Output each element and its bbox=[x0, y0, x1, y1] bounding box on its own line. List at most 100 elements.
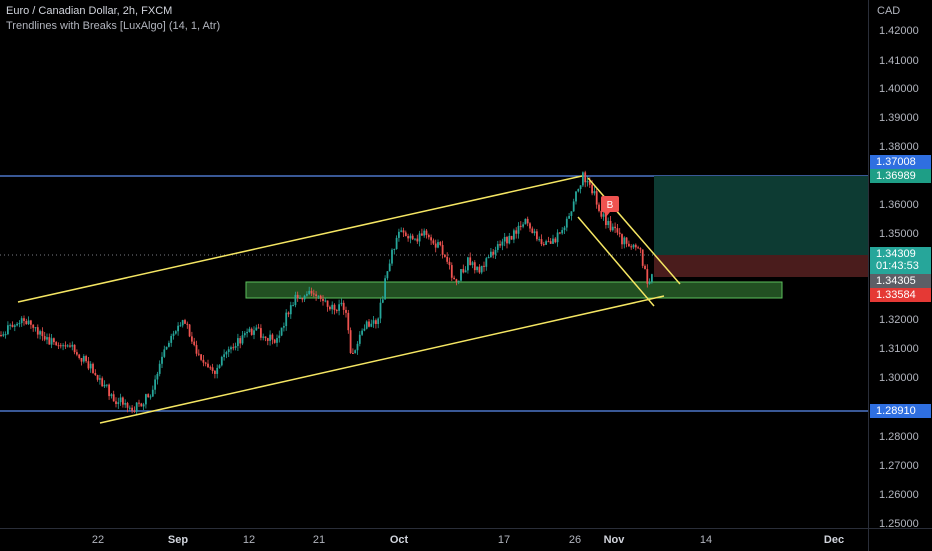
candle-body bbox=[425, 230, 428, 235]
candle-body bbox=[9, 324, 12, 326]
candle-body bbox=[377, 318, 380, 325]
candle-body bbox=[628, 243, 630, 247]
candle-body bbox=[480, 265, 483, 273]
target-zone[interactable] bbox=[654, 176, 868, 255]
candle-body bbox=[432, 240, 435, 244]
candle-body bbox=[276, 338, 278, 343]
candle-body bbox=[554, 238, 557, 243]
price-axis[interactable]: CAD 1.42000 1.41000 1.40000 1.39000 1.38… bbox=[868, 0, 932, 530]
candle-body bbox=[181, 320, 184, 326]
candle-body bbox=[414, 238, 416, 240]
entry-price-label: 1.34305 bbox=[870, 274, 931, 288]
candle-body bbox=[241, 335, 244, 344]
candle-body bbox=[363, 328, 366, 331]
candle-body bbox=[522, 224, 524, 227]
candle-body bbox=[301, 297, 304, 300]
candle-body bbox=[18, 323, 21, 325]
candle-body bbox=[188, 324, 191, 337]
candle-body bbox=[312, 293, 315, 295]
candle-body bbox=[172, 333, 175, 336]
candle-body bbox=[577, 189, 580, 192]
candle-body bbox=[262, 336, 265, 338]
candle-body bbox=[25, 320, 28, 325]
candle-body bbox=[372, 320, 375, 324]
candle-body bbox=[112, 394, 115, 402]
candle-body bbox=[11, 324, 14, 327]
candle-body bbox=[156, 373, 159, 380]
candle-body bbox=[441, 245, 444, 255]
price-tick: 1.25000 bbox=[879, 518, 919, 530]
candle-body bbox=[565, 218, 568, 228]
demand-zone[interactable] bbox=[245, 281, 783, 299]
candle-body bbox=[207, 363, 209, 368]
candle-body bbox=[430, 237, 432, 241]
candle-body bbox=[161, 356, 163, 364]
candle-body bbox=[41, 331, 44, 337]
symbol-legend[interactable]: Euro / Canadian Dollar, 2h, FXCM bbox=[6, 5, 173, 17]
candle-body bbox=[96, 375, 99, 380]
indicator-legend[interactable]: Trendlines with Breaks [LuxAlgo] (14, 1,… bbox=[6, 20, 221, 32]
candle-body bbox=[563, 227, 566, 231]
candle-body bbox=[234, 346, 237, 348]
candle-body bbox=[595, 191, 598, 205]
candle-body bbox=[243, 333, 246, 336]
candle-body bbox=[329, 306, 331, 310]
break-marker-label: B bbox=[607, 200, 614, 211]
axis-corner bbox=[868, 528, 932, 551]
candle-body bbox=[214, 370, 216, 374]
candle-body bbox=[294, 294, 297, 306]
candle-body bbox=[331, 304, 334, 310]
price-tick: 1.35000 bbox=[879, 228, 919, 240]
candle-body bbox=[333, 304, 336, 311]
candle-body bbox=[621, 234, 623, 245]
candle-body bbox=[582, 172, 584, 186]
candle-body bbox=[211, 367, 214, 371]
break-marker[interactable]: B bbox=[601, 196, 619, 217]
candle-body bbox=[326, 300, 329, 307]
time-tick: 21 bbox=[312, 534, 326, 546]
candle-body bbox=[526, 218, 529, 224]
candle-body bbox=[306, 293, 308, 296]
channel-upper-trendline[interactable] bbox=[17, 175, 583, 303]
candle-body bbox=[223, 354, 225, 357]
candle-body bbox=[423, 230, 426, 236]
candle-body bbox=[536, 231, 538, 240]
candle-body bbox=[632, 244, 635, 248]
candle-body bbox=[94, 373, 97, 376]
time-axis[interactable]: 22 Sep 12 21 Oct 17 26 Nov 14 Dec bbox=[0, 528, 868, 551]
candle-body bbox=[335, 310, 338, 312]
price-tick: 1.31000 bbox=[879, 343, 919, 355]
candle-body bbox=[418, 233, 421, 242]
candle-body bbox=[519, 225, 522, 227]
candle-body bbox=[138, 402, 140, 404]
candle-body bbox=[501, 241, 504, 246]
price-chart[interactable]: B bbox=[0, 0, 868, 528]
price-tick: 1.27000 bbox=[879, 460, 919, 472]
candle-body bbox=[437, 242, 439, 248]
wedge-upper-trendline[interactable] bbox=[587, 177, 681, 285]
candle-body bbox=[119, 397, 122, 403]
candle-body bbox=[163, 349, 166, 357]
candle-body bbox=[393, 249, 396, 251]
channel-lower-trendline[interactable] bbox=[99, 295, 665, 424]
candle-body bbox=[280, 327, 283, 336]
candle-body bbox=[317, 295, 320, 297]
candle-body bbox=[542, 244, 545, 246]
candle-body bbox=[122, 397, 124, 405]
candle-body bbox=[439, 242, 442, 245]
candle-body bbox=[283, 326, 285, 328]
candle-body bbox=[575, 191, 577, 202]
candle-body bbox=[32, 324, 35, 328]
candle-body bbox=[50, 338, 53, 345]
candle-body bbox=[416, 238, 419, 242]
price-tick: 1.36000 bbox=[879, 199, 919, 211]
candle-body bbox=[174, 331, 177, 334]
candle-body bbox=[149, 396, 152, 398]
candle-body bbox=[471, 262, 474, 266]
wedge-lower-trendline[interactable] bbox=[577, 216, 655, 307]
candle-body bbox=[324, 300, 327, 302]
stop-zone[interactable] bbox=[654, 255, 868, 277]
chart-area[interactable]: B Euro / Canadian Dollar, 2h, FXCM Trend… bbox=[0, 0, 868, 528]
candle-body bbox=[315, 294, 317, 296]
candle-body bbox=[524, 218, 527, 225]
